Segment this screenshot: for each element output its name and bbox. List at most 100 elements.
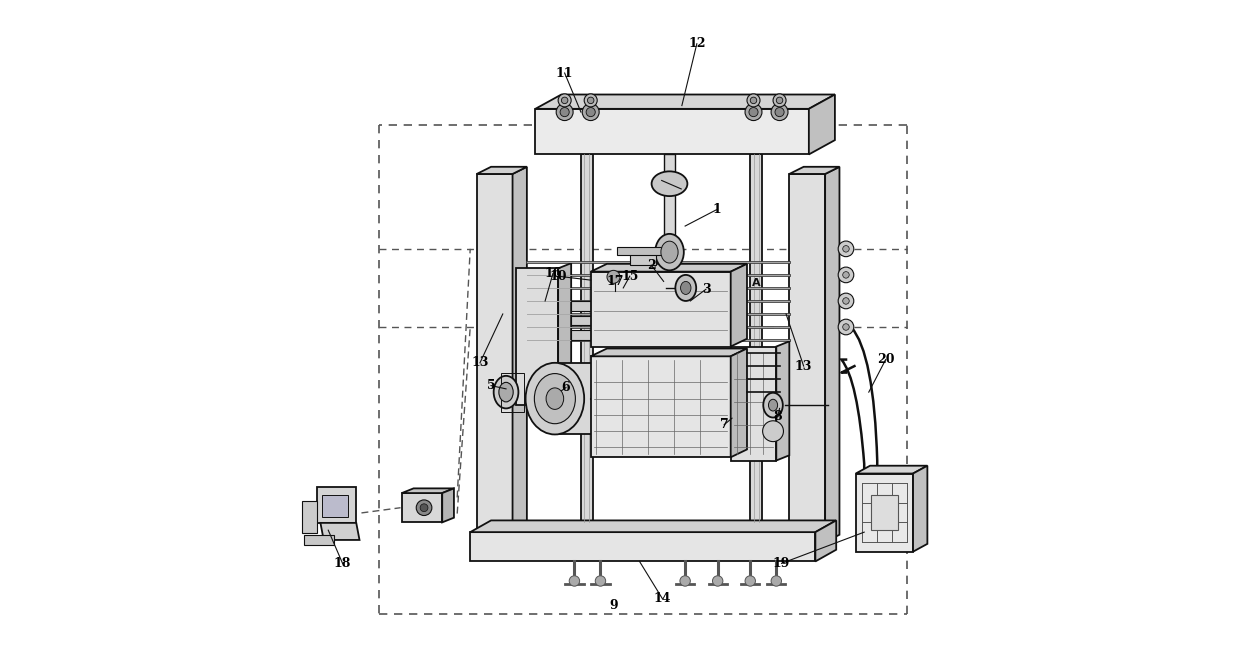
Text: A: A (753, 278, 761, 288)
Polygon shape (470, 532, 816, 561)
Polygon shape (790, 174, 825, 542)
Polygon shape (320, 523, 360, 540)
Text: 10: 10 (549, 269, 567, 283)
Circle shape (745, 103, 761, 120)
Bar (572, 301, 610, 311)
Circle shape (417, 500, 432, 515)
Circle shape (584, 94, 598, 107)
Polygon shape (808, 95, 835, 154)
Polygon shape (776, 341, 790, 460)
Text: 17: 17 (606, 275, 624, 288)
Bar (572, 316, 610, 326)
Circle shape (562, 97, 568, 103)
Polygon shape (825, 167, 839, 542)
Circle shape (773, 94, 786, 107)
Polygon shape (558, 263, 572, 405)
Circle shape (843, 246, 849, 252)
Polygon shape (590, 356, 730, 457)
Polygon shape (730, 264, 746, 347)
Text: 3: 3 (702, 283, 711, 296)
Circle shape (843, 324, 849, 330)
Circle shape (775, 107, 784, 116)
Circle shape (750, 97, 756, 103)
Polygon shape (536, 95, 835, 109)
Polygon shape (476, 174, 512, 542)
Polygon shape (402, 493, 443, 523)
Ellipse shape (651, 171, 687, 196)
Circle shape (746, 94, 760, 107)
Text: 15: 15 (621, 269, 639, 283)
Polygon shape (536, 109, 808, 154)
Text: 1: 1 (712, 203, 720, 216)
Ellipse shape (494, 376, 518, 408)
Bar (322, 495, 347, 517)
Circle shape (771, 576, 781, 586)
Polygon shape (816, 521, 836, 561)
Circle shape (843, 271, 849, 278)
Polygon shape (402, 489, 454, 493)
Text: 2: 2 (647, 258, 656, 271)
Ellipse shape (681, 281, 691, 294)
Circle shape (557, 103, 573, 120)
Text: 13: 13 (471, 356, 489, 370)
Bar (872, 495, 898, 530)
Text: 8: 8 (774, 410, 782, 423)
Text: 16: 16 (544, 267, 562, 280)
Polygon shape (590, 271, 730, 347)
Ellipse shape (534, 373, 575, 424)
Ellipse shape (498, 383, 513, 402)
Text: 13: 13 (795, 360, 812, 373)
Circle shape (843, 298, 849, 304)
Polygon shape (470, 521, 836, 532)
Circle shape (588, 97, 594, 103)
Bar (665, 154, 675, 264)
Polygon shape (304, 536, 335, 545)
Ellipse shape (764, 393, 782, 417)
Bar (630, 253, 656, 265)
Ellipse shape (655, 234, 683, 270)
Ellipse shape (526, 363, 584, 434)
Ellipse shape (546, 388, 564, 409)
Circle shape (713, 576, 723, 586)
Text: 9: 9 (609, 599, 618, 612)
Polygon shape (790, 167, 839, 174)
Text: 14: 14 (653, 592, 671, 605)
Text: 20: 20 (877, 353, 894, 366)
Circle shape (569, 576, 579, 586)
Text: 12: 12 (688, 37, 706, 50)
Bar (572, 330, 610, 339)
Text: 11: 11 (556, 67, 573, 80)
Circle shape (771, 103, 787, 120)
Polygon shape (476, 167, 527, 174)
Circle shape (838, 267, 854, 283)
Polygon shape (590, 349, 746, 356)
Bar (580, 154, 593, 523)
Circle shape (763, 421, 784, 441)
Bar (554, 363, 598, 434)
Polygon shape (856, 466, 928, 473)
Circle shape (583, 103, 599, 120)
Ellipse shape (661, 241, 678, 263)
Polygon shape (512, 167, 527, 542)
Text: 6: 6 (562, 381, 570, 394)
Circle shape (606, 270, 620, 283)
Polygon shape (303, 501, 317, 534)
Polygon shape (443, 489, 454, 523)
Circle shape (838, 319, 854, 335)
Bar (750, 154, 761, 523)
Text: 19: 19 (773, 557, 790, 570)
Polygon shape (590, 264, 746, 271)
Text: 18: 18 (334, 557, 351, 570)
Polygon shape (913, 466, 928, 552)
Circle shape (749, 107, 758, 116)
Circle shape (558, 94, 572, 107)
Bar (501, 373, 523, 411)
Polygon shape (730, 349, 746, 457)
Polygon shape (730, 347, 776, 460)
Circle shape (420, 504, 428, 511)
Ellipse shape (769, 400, 777, 411)
Text: 7: 7 (720, 418, 729, 431)
Polygon shape (856, 473, 913, 552)
Circle shape (680, 576, 691, 586)
Bar (616, 247, 668, 254)
